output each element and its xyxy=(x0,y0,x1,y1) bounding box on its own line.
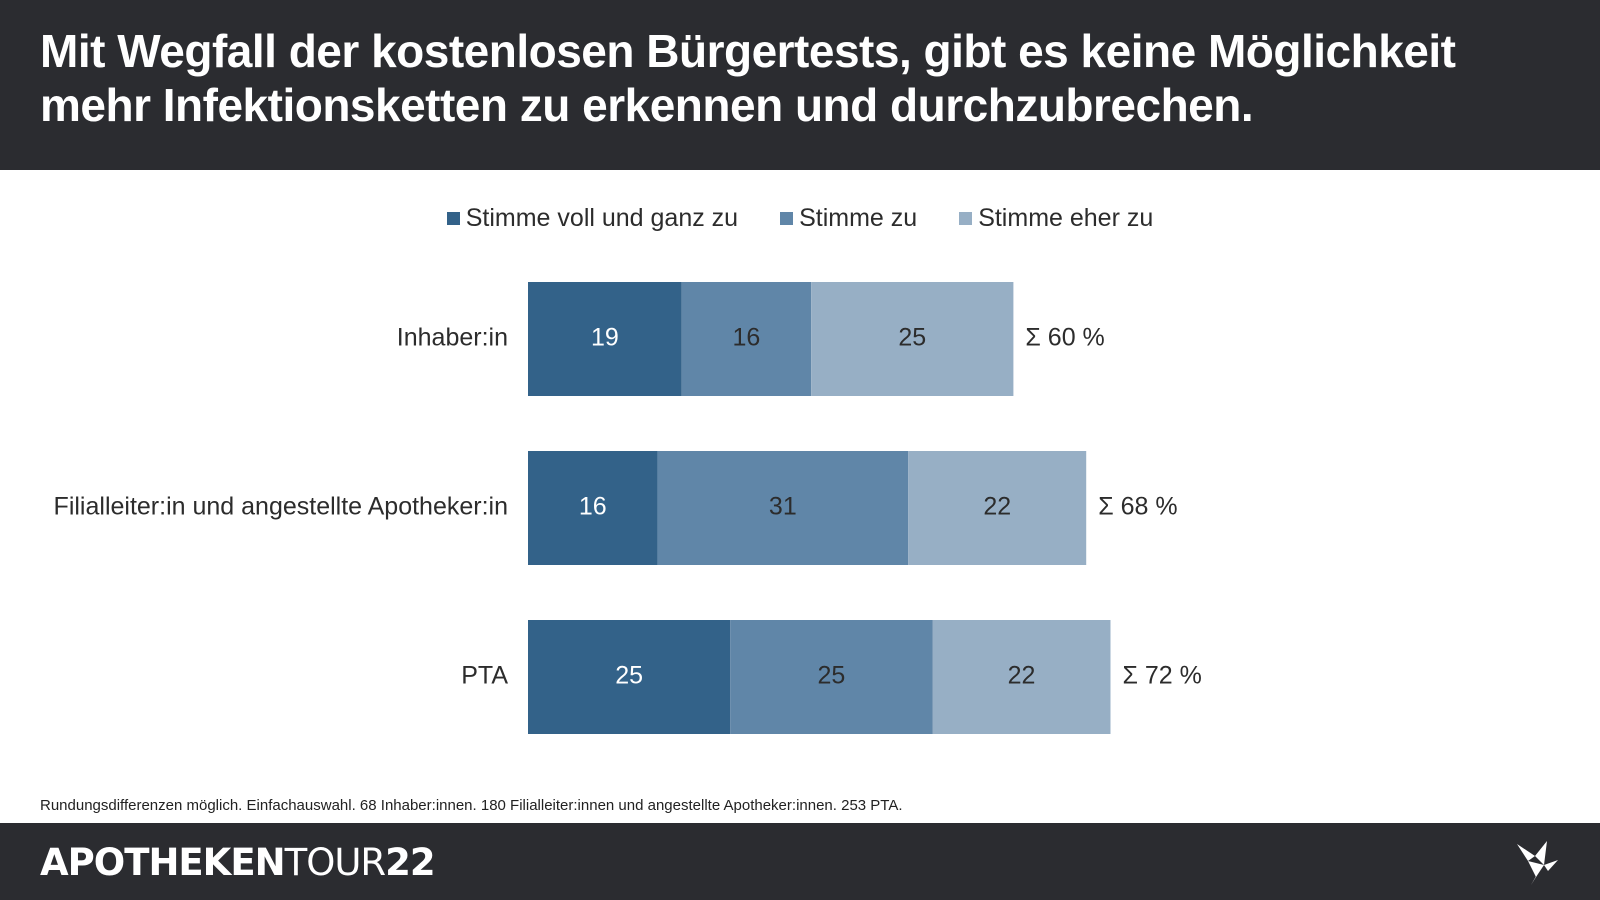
category-label: PTA xyxy=(461,662,508,690)
bird-body-shape xyxy=(1528,861,1544,877)
category-label: Filialleiter:in und angestellte Apotheke… xyxy=(54,493,508,521)
legend-swatch-agree xyxy=(780,211,794,225)
legend-label-agree: Stimme zu xyxy=(799,204,918,232)
legend-item-agree: Stimme zu xyxy=(780,200,917,236)
title-line-1: Mit Wegfall der kostenlosen Bürgertests,… xyxy=(40,25,1456,77)
bar-segment-strongly-agree xyxy=(528,620,731,734)
bar-segment-agree xyxy=(681,282,812,396)
apothekentour-logo: APOTHEKEN TOUR 22 xyxy=(40,841,436,885)
legend-item-strongly-agree: Stimme voll und ganz zu xyxy=(446,200,739,236)
legend-swatch-strongly-agree xyxy=(446,211,460,225)
data-label: 25 xyxy=(817,662,845,690)
bar-segment-somewhat-agree xyxy=(811,282,1014,396)
title-banner: Mit Wegfall der kostenlosen Bürgertests,… xyxy=(0,0,1600,170)
stacked-bar-chart: Inhaber:in 19 16 25 Σ 60 % Filialleiter:in un… xyxy=(54,282,1202,734)
logo-tour-text: TOUR xyxy=(284,841,387,884)
data-label: 31 xyxy=(769,493,797,521)
bar-segment-strongly-agree xyxy=(528,282,682,396)
legend-swatch-somewhat-agree xyxy=(959,211,973,225)
bird-right-wing-shape xyxy=(1535,841,1547,865)
footer-bar: APOTHEKEN TOUR 22 xyxy=(0,823,1600,900)
data-label: 22 xyxy=(1008,662,1036,690)
total-label: Σ 68 % xyxy=(1098,493,1177,521)
data-label: 25 xyxy=(898,324,926,352)
footnote: Rundungsdifferenzen möglich. Einfachausw… xyxy=(40,797,903,814)
legend-item-somewhat-agree: Stimme eher zu xyxy=(959,200,1153,236)
bar-segment-agree xyxy=(657,451,909,565)
logo-main-text: APOTHEKEN xyxy=(40,841,286,884)
data-label: 19 xyxy=(591,324,619,352)
logo-year-text: 22 xyxy=(385,841,435,884)
data-label: 25 xyxy=(615,662,643,690)
category-label: Inhaber:in xyxy=(397,324,508,352)
bar-segment-agree xyxy=(730,620,933,734)
legend-label-strongly-agree: Stimme voll und ganz zu xyxy=(465,204,739,232)
data-label: 16 xyxy=(579,493,607,521)
total-label: Σ 72 % xyxy=(1122,662,1201,690)
total-label: Σ 60 % xyxy=(1025,324,1104,352)
title-line-2: mehr Infektionsketten zu erkennen und du… xyxy=(40,79,1254,131)
origami-bird-icon xyxy=(1517,841,1558,885)
chart-legend: Stimme voll und ganz zu Stimme zu Stimme… xyxy=(0,200,1600,236)
bird-tail-shape xyxy=(1531,871,1539,885)
bird-head-shape xyxy=(1544,860,1558,871)
bar-segment-strongly-agree xyxy=(528,451,658,565)
bar-segment-somewhat-agree xyxy=(908,451,1087,565)
data-label: 22 xyxy=(983,493,1011,521)
legend-label-somewhat-agree: Stimme eher zu xyxy=(978,204,1154,232)
data-label: 16 xyxy=(733,324,761,352)
bird-left-wing-shape xyxy=(1517,844,1535,861)
page-title: Mit Wegfall der kostenlosen Bürgertests,… xyxy=(40,24,1540,132)
bar-segment-somewhat-agree xyxy=(932,620,1111,734)
